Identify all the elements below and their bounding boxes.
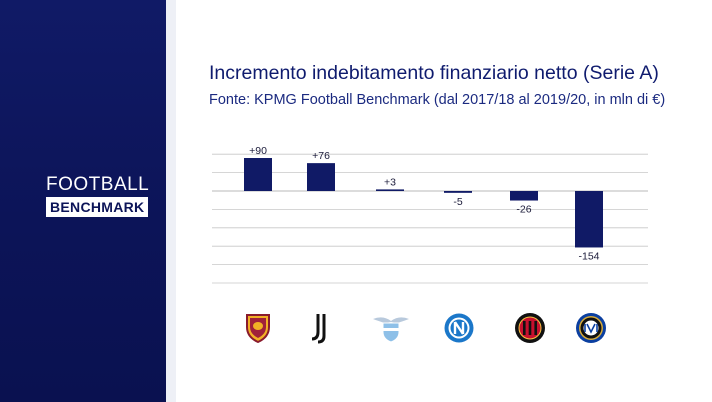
roma-crest-icon bbox=[245, 313, 271, 344]
data-label-roma: +90 bbox=[249, 145, 267, 157]
data-label-lazio: +3 bbox=[384, 176, 396, 188]
data-label-juventus: +76 bbox=[312, 150, 330, 162]
data-label-inter: -154 bbox=[578, 250, 599, 262]
data-label-napoli: -5 bbox=[453, 196, 462, 208]
bar-napoli bbox=[444, 191, 472, 193]
panel-divider bbox=[166, 0, 176, 402]
bar-inter bbox=[575, 191, 603, 248]
chart-subtitle: Fonte: KPMG Football Benchmark (dal 2017… bbox=[209, 92, 666, 108]
chart-title: Incremento indebitamento finanziario net… bbox=[209, 62, 659, 84]
inter-crest-icon bbox=[575, 312, 607, 344]
bar-milan bbox=[510, 191, 538, 201]
bar-roma bbox=[244, 158, 272, 191]
bar-juventus bbox=[307, 163, 335, 191]
juventus-crest-icon bbox=[309, 312, 333, 344]
sidebar: FOOTBALL BENCHMARK bbox=[0, 0, 166, 402]
napoli-crest-icon bbox=[443, 312, 475, 344]
lazio-crest-icon bbox=[371, 313, 411, 343]
milan-crest-icon bbox=[514, 311, 546, 345]
brand-benchmark: BENCHMARK bbox=[46, 197, 149, 217]
data-label-milan: -26 bbox=[516, 204, 531, 216]
bar-lazio bbox=[376, 189, 404, 191]
brand-football: FOOTBALL bbox=[46, 174, 150, 195]
